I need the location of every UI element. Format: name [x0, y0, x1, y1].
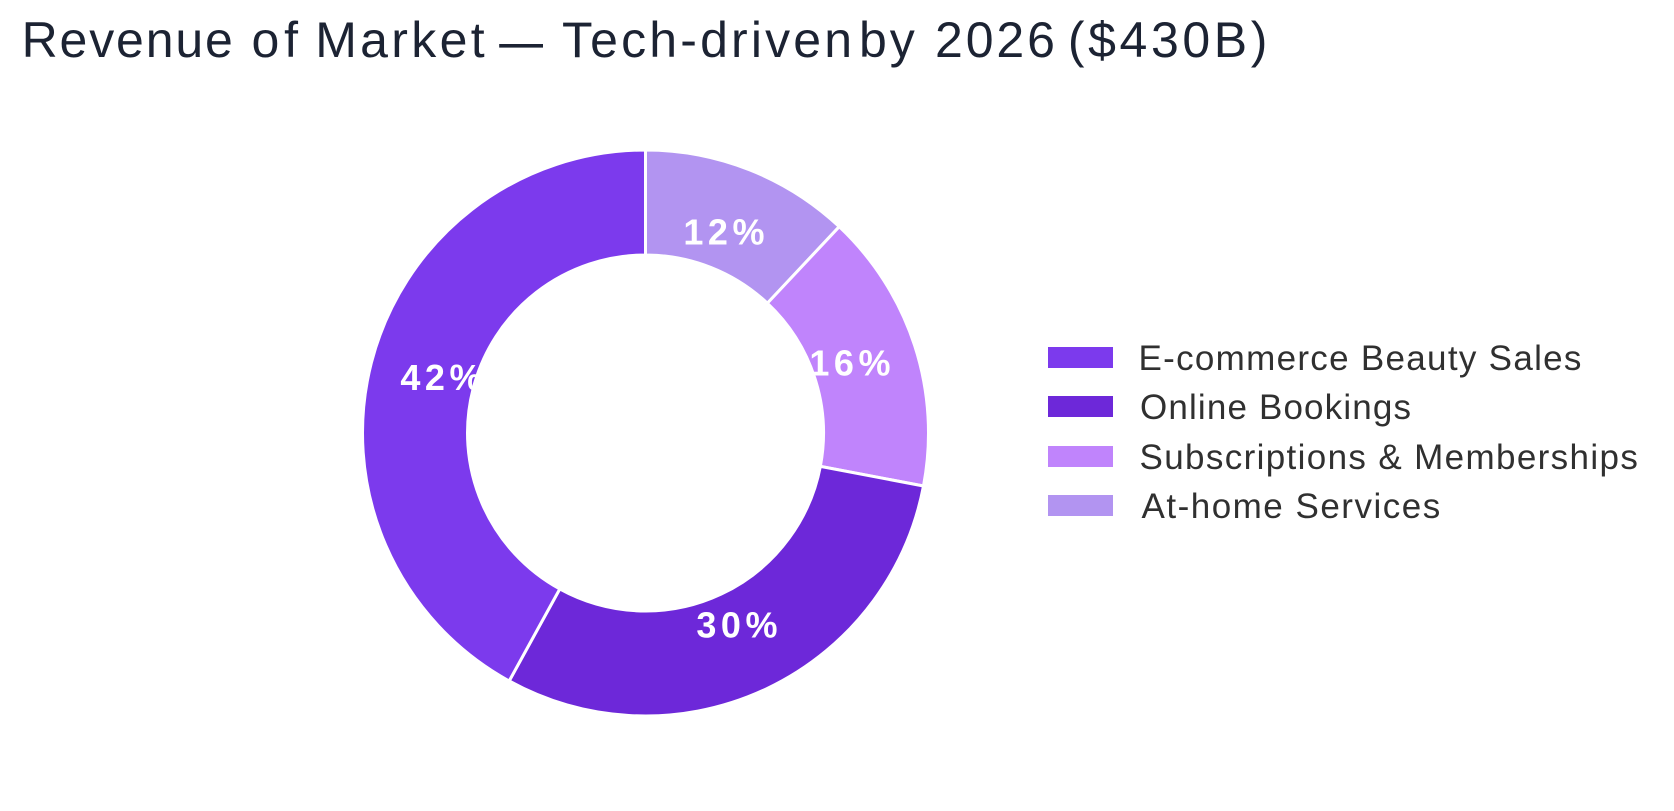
svg-text:E-commerce Beauty Sales: E-commerce Beauty Sales — [1139, 339, 1583, 378]
svg-text:42%: 42% — [400, 357, 486, 398]
svg-text:30%: 30% — [696, 604, 782, 645]
svg-text:Subscriptions & Memberships: Subscriptions & Memberships — [1140, 438, 1640, 477]
svg-text:Online Bookings: Online Bookings — [1140, 388, 1412, 427]
svg-text:At-home Services: At-home Services — [1142, 487, 1442, 526]
svg-text:12%: 12% — [683, 212, 769, 253]
svg-text:16%: 16% — [809, 342, 895, 383]
